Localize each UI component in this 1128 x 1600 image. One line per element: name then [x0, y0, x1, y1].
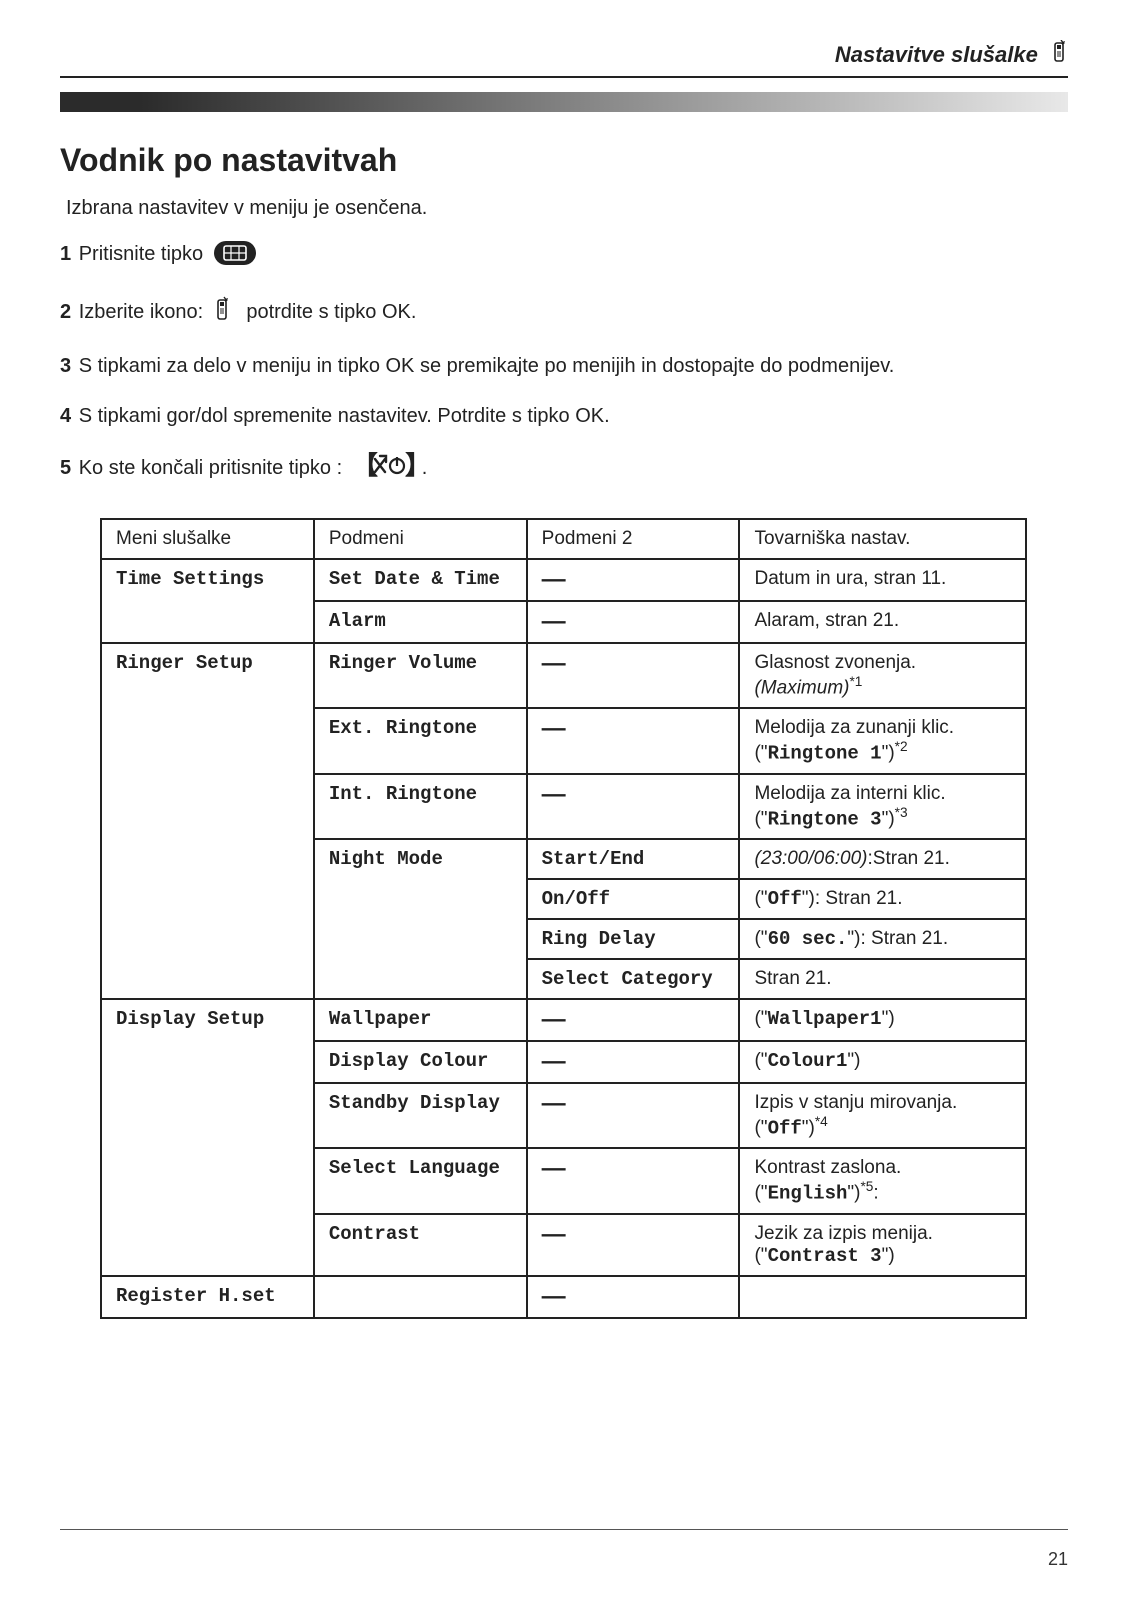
- cell-factory: Glasnost zvonenja.(Maximum)*1: [739, 643, 1026, 708]
- handset-icon: [1050, 40, 1068, 70]
- cell-submenu: Wallpaper: [314, 999, 527, 1041]
- step-number: 3: [60, 355, 71, 377]
- cell-factory: Jezik za izpis menija.("Contrast 3"): [739, 1214, 1026, 1276]
- cell-submenu2: —: [527, 1276, 740, 1318]
- col-submenu2: Podmeni 2: [527, 519, 740, 559]
- page: Nastavitve slušalke Vodnik po nastavitva…: [0, 0, 1128, 1600]
- cell-submenu: Ringer Volume: [314, 643, 527, 708]
- cell-factory: Melodija za interni klic.("Ringtone 3")*…: [739, 774, 1026, 839]
- table-row: Register H.set —: [101, 1276, 1026, 1318]
- step-4: 4 S tipkami gor/dol spremenite nastavite…: [60, 402, 1068, 430]
- svg-text:】: 】: [405, 452, 420, 480]
- cell-factory: Kontrast zaslona.("English")*5:: [739, 1148, 1026, 1213]
- col-menu: Meni slušalke: [101, 519, 314, 559]
- step-text: S tipkami gor/dol spremenite nastavitev.…: [79, 405, 610, 427]
- step-number: 2: [60, 301, 71, 323]
- cell-factory: ("60 sec."): Stran 21.: [739, 919, 1026, 959]
- cell-submenu: Alarm: [314, 601, 527, 643]
- cell-menu: Register H.set: [101, 1276, 314, 1318]
- cell-factory: (23:00/06:00):Stran 21.: [739, 839, 1026, 879]
- step-text: Pritisnite tipko: [79, 243, 204, 265]
- page-number: 21: [1048, 1549, 1068, 1570]
- col-factory: Tovarniška nastav.: [739, 519, 1026, 559]
- cell-menu: Time Settings: [101, 559, 314, 643]
- cell-submenu2: —: [527, 1083, 740, 1148]
- cell-submenu2: Ring Delay: [527, 919, 740, 959]
- cell-menu: Ringer Setup: [101, 643, 314, 999]
- cell-factory: Alaram, stran 21.: [739, 601, 1026, 643]
- cell-submenu: [314, 1276, 527, 1318]
- cell-submenu: Set Date & Time: [314, 559, 527, 601]
- table-row: Display SetupWallpaper—("Wallpaper1"): [101, 999, 1026, 1041]
- step-text: Ko ste končali pritisnite tipko :: [79, 457, 342, 479]
- cell-submenu: Display Colour: [314, 1041, 527, 1083]
- header-title: Nastavitve slušalke: [835, 42, 1038, 67]
- step-number: 1: [60, 243, 71, 265]
- cell-submenu2: —: [527, 1214, 740, 1276]
- cell-submenu2: —: [527, 643, 740, 708]
- intro-text: Izbrana nastavitev v meniju je osenčena.: [66, 197, 1068, 220]
- end-call-icon: 【 】: [350, 452, 420, 488]
- cell-factory: Izpis v stanju mirovanja.("Off")*4: [739, 1083, 1026, 1148]
- page-title: Vodnik po nastavitvah: [60, 142, 1068, 179]
- svg-text:【: 【: [352, 452, 378, 480]
- cell-submenu2: —: [527, 1041, 740, 1083]
- page-header: Nastavitve slušalke: [60, 40, 1068, 78]
- section-gradient-bar: [60, 92, 1068, 112]
- table-header-row: Meni slušalke Podmeni Podmeni 2 Tovarniš…: [101, 519, 1026, 559]
- steps-list: 1 Pritisnite tipko 2 Izberite ikono:: [60, 240, 1068, 488]
- cell-factory: Melodija za zunanji klic.("Ringtone 1")*…: [739, 708, 1026, 773]
- cell-submenu2: —: [527, 999, 740, 1041]
- cell-submenu: Ext. Ringtone: [314, 708, 527, 773]
- cell-submenu2: —: [527, 708, 740, 773]
- step-text: Izberite ikono:: [79, 301, 204, 323]
- step-number: 4: [60, 405, 71, 427]
- cell-submenu2: —: [527, 774, 740, 839]
- cell-factory: [739, 1276, 1026, 1318]
- step-text-after: potrdite s tipko OK.: [246, 301, 416, 323]
- handset-icon: [213, 296, 231, 330]
- step-number: 5: [60, 457, 71, 479]
- cell-factory: Datum in ura, stran 11.: [739, 559, 1026, 601]
- cell-submenu2: —: [527, 1148, 740, 1213]
- col-submenu: Podmeni: [314, 519, 527, 559]
- cell-submenu: Select Language: [314, 1148, 527, 1213]
- table-row: Time SettingsSet Date & Time—Datum in ur…: [101, 559, 1026, 601]
- step-5: 5 Ko ste končali pritisnite tipko : 【 】 …: [60, 452, 1068, 488]
- cell-factory: Stran 21.: [739, 959, 1026, 999]
- step-3: 3 S tipkami za delo v meniju in tipko OK…: [60, 352, 1068, 380]
- step-1: 1 Pritisnite tipko: [60, 240, 1068, 274]
- cell-submenu2: —: [527, 601, 740, 643]
- step-text: S tipkami za delo v meniju in tipko OK s…: [79, 355, 895, 377]
- cell-submenu2: Select Category: [527, 959, 740, 999]
- cell-submenu2: On/Off: [527, 879, 740, 919]
- cell-factory: ("Off"): Stran 21.: [739, 879, 1026, 919]
- cell-submenu: Standby Display: [314, 1083, 527, 1148]
- step-2: 2 Izberite ikono: potrdite s tipko OK.: [60, 296, 1068, 330]
- cell-submenu: Night Mode: [314, 839, 527, 999]
- cell-submenu2: —: [527, 559, 740, 601]
- step-period: .: [422, 457, 428, 479]
- cell-menu: Display Setup: [101, 999, 314, 1276]
- cell-submenu: Contrast: [314, 1214, 527, 1276]
- cell-factory: ("Colour1"): [739, 1041, 1026, 1083]
- cell-submenu2: Start/End: [527, 839, 740, 879]
- footer-rule: [60, 1529, 1068, 1530]
- settings-table: Meni slušalke Podmeni Podmeni 2 Tovarniš…: [100, 518, 1027, 1319]
- cell-submenu: Int. Ringtone: [314, 774, 527, 839]
- menu-button-icon: [213, 240, 257, 274]
- cell-factory: ("Wallpaper1"): [739, 999, 1026, 1041]
- table-row: Ringer SetupRinger Volume—Glasnost zvone…: [101, 643, 1026, 708]
